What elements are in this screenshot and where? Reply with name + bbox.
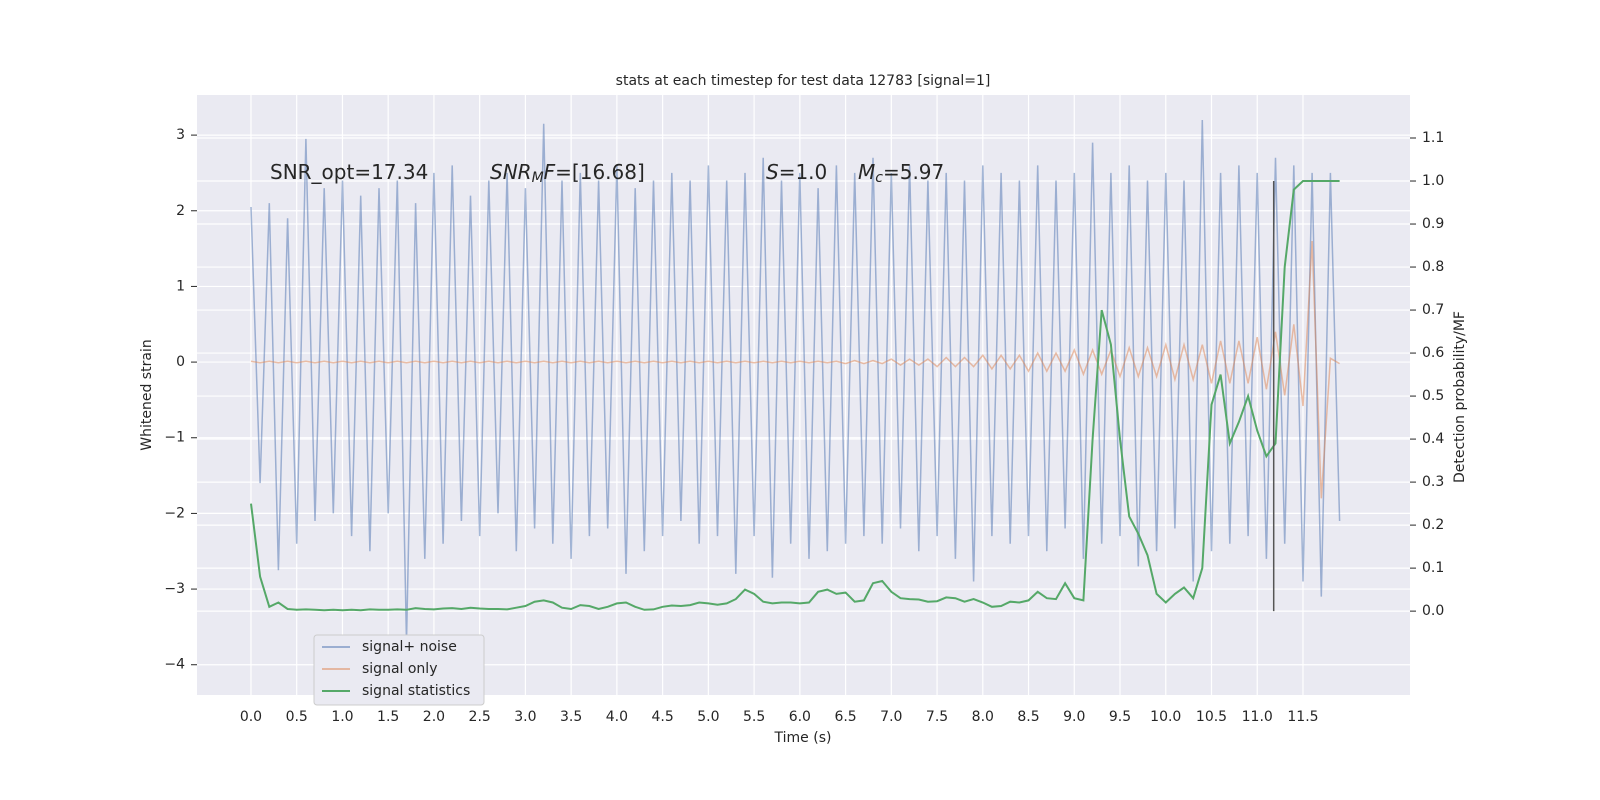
ticks: 0.0 0.5 1.0 1.5 2.0 2.5 3.0 3.5 4.0 4.5 5.0 5.5 6.0 6… (164, 127, 1444, 725)
x-tick-label: 11.0 (1242, 709, 1273, 725)
x-tick-label: 2.5 (469, 709, 491, 725)
y-tick-label: −2 (164, 505, 185, 521)
x-tick-label: 6.0 (789, 709, 811, 725)
y2-tick-label: 0.5 (1422, 388, 1444, 404)
x-tick-label: 0.0 (240, 709, 262, 725)
x-tick-label: 2.0 (423, 709, 445, 725)
x-tick-label: 8.0 (972, 709, 994, 725)
y2-tick-label: 1.0 (1422, 173, 1444, 189)
series-line (250, 180, 1340, 612)
y-tick-label: −4 (164, 657, 185, 673)
y2-tick-label: 0.8 (1422, 259, 1444, 275)
y2-tick-label: 0.6 (1422, 345, 1444, 361)
annotation-part: F (544, 160, 556, 184)
y-tick-label: 1 (176, 278, 185, 294)
x-axis-label: Time (s) (774, 730, 832, 746)
annotation: SNRMF=[16.68] (490, 160, 645, 187)
y2-tick-label: 0.9 (1422, 216, 1444, 232)
legend: signal+ noise signal only signal statistic… (313, 634, 485, 706)
legend-label: signal only (362, 661, 437, 677)
annotation-part: M (858, 160, 875, 184)
chart-title: stats at each timestep for test data 127… (616, 73, 991, 89)
y-axis-label: Whitened strain (139, 339, 155, 450)
x-tick-label: 4.0 (606, 709, 628, 725)
annotation: Mc=5.97 (858, 160, 944, 187)
annotation: S=1.0 (766, 160, 827, 184)
x-tick-label: 1.5 (377, 709, 399, 725)
y-tick-label: 3 (176, 127, 185, 143)
y-tick-label: 2 (176, 203, 185, 219)
annotation-part: M (532, 170, 544, 186)
y2-tick-label: 0.7 (1422, 302, 1444, 318)
legend-label: signal+ noise (362, 639, 457, 655)
x-tick-label: 7.5 (926, 709, 948, 725)
annotation-part: =[16.68] (555, 160, 645, 184)
y2-tick-label: 0.1 (1422, 560, 1444, 576)
x-tick-label: 3.5 (560, 709, 582, 725)
plot-area (197, 95, 1410, 695)
annotation-part: c (875, 170, 883, 186)
y2-axis-label: Detection probability/MF (1452, 311, 1468, 483)
x-tick-label: 5.0 (697, 709, 719, 725)
x-tick-label: 1.0 (331, 709, 353, 725)
y2-tick-label: 0.3 (1422, 474, 1444, 490)
y2-tick-label: 0.0 (1422, 603, 1444, 619)
x-tick-label: 5.5 (743, 709, 765, 725)
marks (250, 119, 1341, 643)
series-line (250, 119, 1341, 643)
x-tick-label: 4.5 (651, 709, 673, 725)
x-tick-label: 9.5 (1109, 709, 1131, 725)
annotation-part: S (766, 160, 779, 184)
y-tick-label: −3 (164, 581, 185, 597)
legend-box (313, 634, 485, 706)
y2-tick-label: 0.4 (1422, 431, 1444, 447)
x-tick-label: 6.5 (834, 709, 856, 725)
x-tick-label: 3.0 (514, 709, 536, 725)
series-line (250, 240, 1340, 499)
x-tick-label: 9.0 (1063, 709, 1085, 725)
y2-tick-label: 1.1 (1422, 130, 1444, 146)
x-tick-label: 7.0 (880, 709, 902, 725)
x-tick-label: 10.5 (1196, 709, 1227, 725)
x-tick-label: 10.0 (1150, 709, 1181, 725)
annotation-part: =5.97 (883, 160, 944, 184)
x-tick-label: 8.5 (1017, 709, 1039, 725)
annotation: SNR_opt=17.34 (270, 160, 428, 184)
annotation-part: SNR_opt=17.34 (270, 160, 428, 184)
y-tick-label: 0 (176, 354, 185, 370)
y-tick-label: −1 (164, 430, 185, 446)
annotation-part: =1.0 (779, 160, 828, 184)
legend-label: signal statistics (362, 683, 470, 699)
y2-tick-label: 0.2 (1422, 517, 1444, 533)
x-tick-label: 0.5 (286, 709, 308, 725)
annotation-part: SNR (490, 160, 532, 184)
x-tick-label: 11.5 (1287, 709, 1318, 725)
